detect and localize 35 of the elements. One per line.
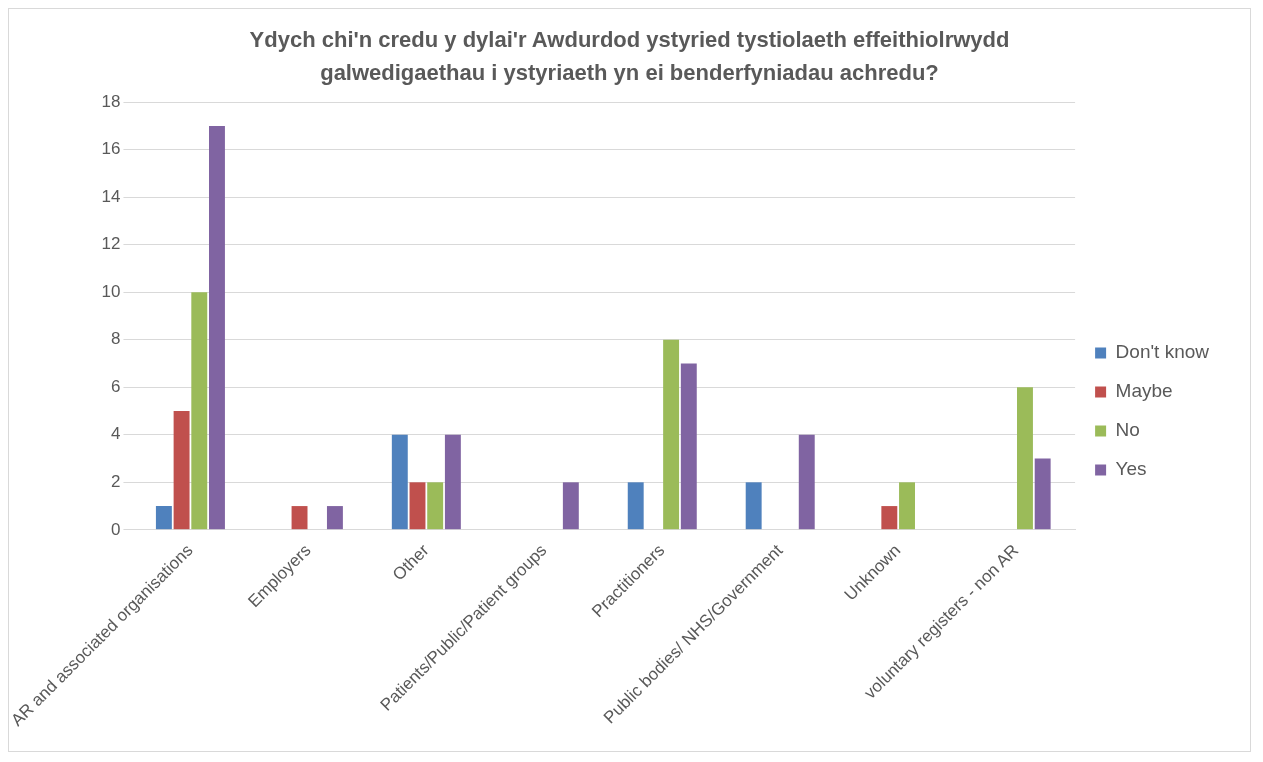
bar xyxy=(191,292,208,530)
bar xyxy=(745,482,762,530)
legend-label: Don't know xyxy=(1115,341,1210,363)
chart-title: Ydych chi'n credu y dylai'r Awdurdod ystyried tystiolaeth effeithiolrwydd galwedigaethau i ystyriaeth yn ei benderfyniadau achredu? xyxy=(248,26,1011,87)
y-tick-label: 18 xyxy=(101,91,121,111)
bar xyxy=(798,434,815,530)
y-tick-label: 0 xyxy=(110,519,121,539)
bar xyxy=(409,482,426,530)
bar xyxy=(1034,458,1051,530)
y-tick-label: 8 xyxy=(110,329,121,349)
bar xyxy=(562,482,579,530)
y-tick-label: 14 xyxy=(101,186,121,206)
y-tick-label: 10 xyxy=(101,281,121,301)
bar xyxy=(155,506,172,530)
bar xyxy=(427,482,444,530)
legend-label: No xyxy=(1115,419,1140,441)
bar xyxy=(899,482,915,530)
bar xyxy=(1017,387,1033,530)
y-tick-label: 4 xyxy=(110,424,121,444)
bar xyxy=(680,363,697,530)
bar xyxy=(663,339,680,530)
bar xyxy=(209,125,225,530)
bar xyxy=(391,434,408,530)
legend-label: Maybe xyxy=(1115,380,1173,402)
bar xyxy=(881,506,898,530)
y-tick-label: 6 xyxy=(110,376,121,396)
bar xyxy=(173,411,190,530)
bar xyxy=(291,506,308,530)
y-tick-label: 2 xyxy=(110,472,121,491)
y-tick-label: 16 xyxy=(101,139,121,159)
bar xyxy=(444,434,461,530)
y-tick-label: 12 xyxy=(101,234,121,254)
bar xyxy=(627,482,644,530)
bar xyxy=(326,506,343,530)
legend-label: Yes xyxy=(1115,458,1147,480)
